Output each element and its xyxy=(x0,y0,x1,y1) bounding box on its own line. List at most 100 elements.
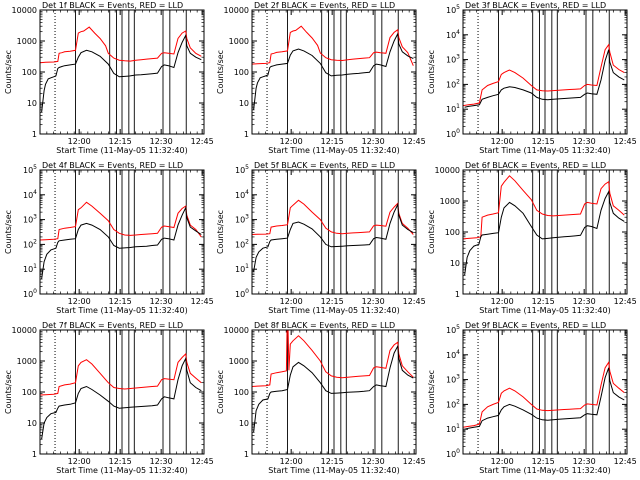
series-lld-line xyxy=(40,26,202,64)
x-tick-label: 12:15 xyxy=(109,137,132,146)
series-lld-line xyxy=(463,360,625,428)
series-events-line xyxy=(41,33,202,113)
x-tick-label: 12:00 xyxy=(68,457,91,466)
plot-frame xyxy=(462,9,628,135)
y-tick-label: 10000 xyxy=(224,326,249,335)
y-tick-label: 104 xyxy=(235,189,249,200)
series-lld-line xyxy=(252,25,414,66)
x-tick-label: 12:30 xyxy=(573,297,596,306)
y-tick-label: 104 xyxy=(446,349,460,360)
y-axis-label: Counts/sec xyxy=(427,50,436,94)
y-tick-label: 10000 xyxy=(12,326,37,335)
x-axis-label: Start Time (11-May-05 11:32:40) xyxy=(56,306,187,315)
y-tick-label: 100 xyxy=(22,388,37,397)
chart-title: Det 4f BLACK = Events, RED = LLD xyxy=(42,161,183,170)
panel-2: Det 2f BLACK = Events, RED = LLD 1 10 100 10… xyxy=(216,1,426,155)
plot-area xyxy=(252,10,414,134)
y-tick-label: 100 xyxy=(234,388,249,397)
y-axis-label: Counts/sec xyxy=(4,210,13,254)
y-tick-label: 104 xyxy=(23,189,37,200)
x-tick-label: 12:15 xyxy=(532,457,555,466)
y-tick-label: 102 xyxy=(23,238,37,249)
y-tick-label: 10 xyxy=(27,419,37,428)
panel-1: Det 1f BLACK = Events, RED = LLD 1 10 100 10… xyxy=(4,1,214,155)
x-tick-label: 12:15 xyxy=(109,457,132,466)
plot-area xyxy=(252,170,414,294)
y-tick-label: 100 xyxy=(234,68,249,77)
x-tick-label: 12:00 xyxy=(280,297,303,306)
y-axis-label: Counts/sec xyxy=(216,210,225,254)
y-tick-label: 105 xyxy=(446,4,460,15)
y-tick-label: 105 xyxy=(446,324,460,335)
y-tick-label: 1000 xyxy=(229,37,249,46)
y-tick-label: 102 xyxy=(446,78,460,89)
y-tick-label: 1 xyxy=(244,450,249,459)
plot-area xyxy=(463,170,625,294)
y-tick-label: 1000 xyxy=(17,37,37,46)
series-events-line xyxy=(464,367,625,430)
plot-frame xyxy=(462,329,628,455)
x-axis-label: Start Time (11-May-05 11:32:40) xyxy=(479,306,610,315)
plot-area xyxy=(463,10,625,134)
y-tick-label: 100 xyxy=(23,288,37,299)
x-tick-label: 12:15 xyxy=(532,137,555,146)
y-tick-label: 1 xyxy=(455,290,460,299)
y-tick-label: 103 xyxy=(235,214,249,225)
series-lld-line xyxy=(252,199,414,235)
x-axis-label: Start Time (11-May-05 11:32:40) xyxy=(479,466,610,475)
x-tick-label: 12:45 xyxy=(614,297,637,306)
plot-area xyxy=(40,170,202,294)
y-tick-label: 105 xyxy=(23,164,37,175)
series-lld-line xyxy=(40,352,202,396)
x-axis-label: Start Time (11-May-05 11:32:40) xyxy=(479,146,610,155)
x-tick-label: 12:30 xyxy=(150,137,173,146)
y-tick-label: 102 xyxy=(446,398,460,409)
chart-title: Det 1f BLACK = Events, RED = LLD xyxy=(42,1,183,10)
x-tick-label: 12:15 xyxy=(321,457,344,466)
y-axis-label: Counts/sec xyxy=(216,50,225,94)
y-axis-label: Counts/sec xyxy=(4,370,13,414)
x-tick-label: 12:45 xyxy=(403,297,426,306)
x-tick-label: 12:30 xyxy=(362,457,385,466)
chart-title: Det 2f BLACK = Events, RED = LLD xyxy=(254,1,395,10)
y-tick-label: 101 xyxy=(235,263,249,274)
x-tick-label: 12:15 xyxy=(321,297,344,306)
series-lld-line xyxy=(463,175,625,240)
x-axis-label: Start Time (11-May-05 11:32:40) xyxy=(268,306,399,315)
panel-5: Det 5f BLACK = Events, RED = LLD 100 101 10… xyxy=(216,161,426,315)
x-tick-label: 12:45 xyxy=(614,457,637,466)
x-tick-label: 12:15 xyxy=(109,297,132,306)
y-tick-label: 100 xyxy=(22,68,37,77)
series-events-line xyxy=(41,356,202,440)
x-tick-label: 12:00 xyxy=(491,457,514,466)
chart-title: Det 5f BLACK = Events, RED = LLD xyxy=(254,161,395,170)
y-tick-label: 105 xyxy=(235,164,249,175)
plot-frame xyxy=(39,9,205,135)
y-tick-label: 102 xyxy=(235,238,249,249)
x-tick-label: 12:00 xyxy=(491,137,514,146)
series-events-line xyxy=(464,49,625,108)
y-tick-label: 1000 xyxy=(229,357,249,366)
series-lld-line xyxy=(252,330,414,387)
y-tick-label: 103 xyxy=(446,54,460,65)
x-axis-label: Start Time (11-May-05 11:32:40) xyxy=(56,146,187,155)
plot-area xyxy=(463,330,625,454)
y-tick-label: 101 xyxy=(446,423,460,434)
x-tick-label: 12:00 xyxy=(68,297,91,306)
x-tick-label: 12:30 xyxy=(362,297,385,306)
series-events-line xyxy=(253,32,414,110)
panel-6: Det 6f BLACK = Events, RED = LLD 1 10 100 10… xyxy=(427,161,637,315)
plot-frame xyxy=(251,9,417,135)
series-lld-line xyxy=(463,43,625,107)
chart-title: Det 7f BLACK = Events, RED = LLD xyxy=(42,321,183,330)
y-axis-label: Counts/sec xyxy=(427,370,436,414)
series-events-line xyxy=(464,190,625,276)
x-tick-label: 12:45 xyxy=(614,137,637,146)
chart-title: Det 3f BLACK = Events, RED = LLD xyxy=(465,1,606,10)
plot-frame xyxy=(39,169,205,295)
x-tick-label: 12:45 xyxy=(403,457,426,466)
series-events-line xyxy=(253,202,414,272)
x-tick-label: 12:30 xyxy=(150,457,173,466)
panel-7: Det 7f BLACK = Events, RED = LLD 1 10 100 10… xyxy=(4,321,214,475)
y-tick-label: 104 xyxy=(446,29,460,40)
